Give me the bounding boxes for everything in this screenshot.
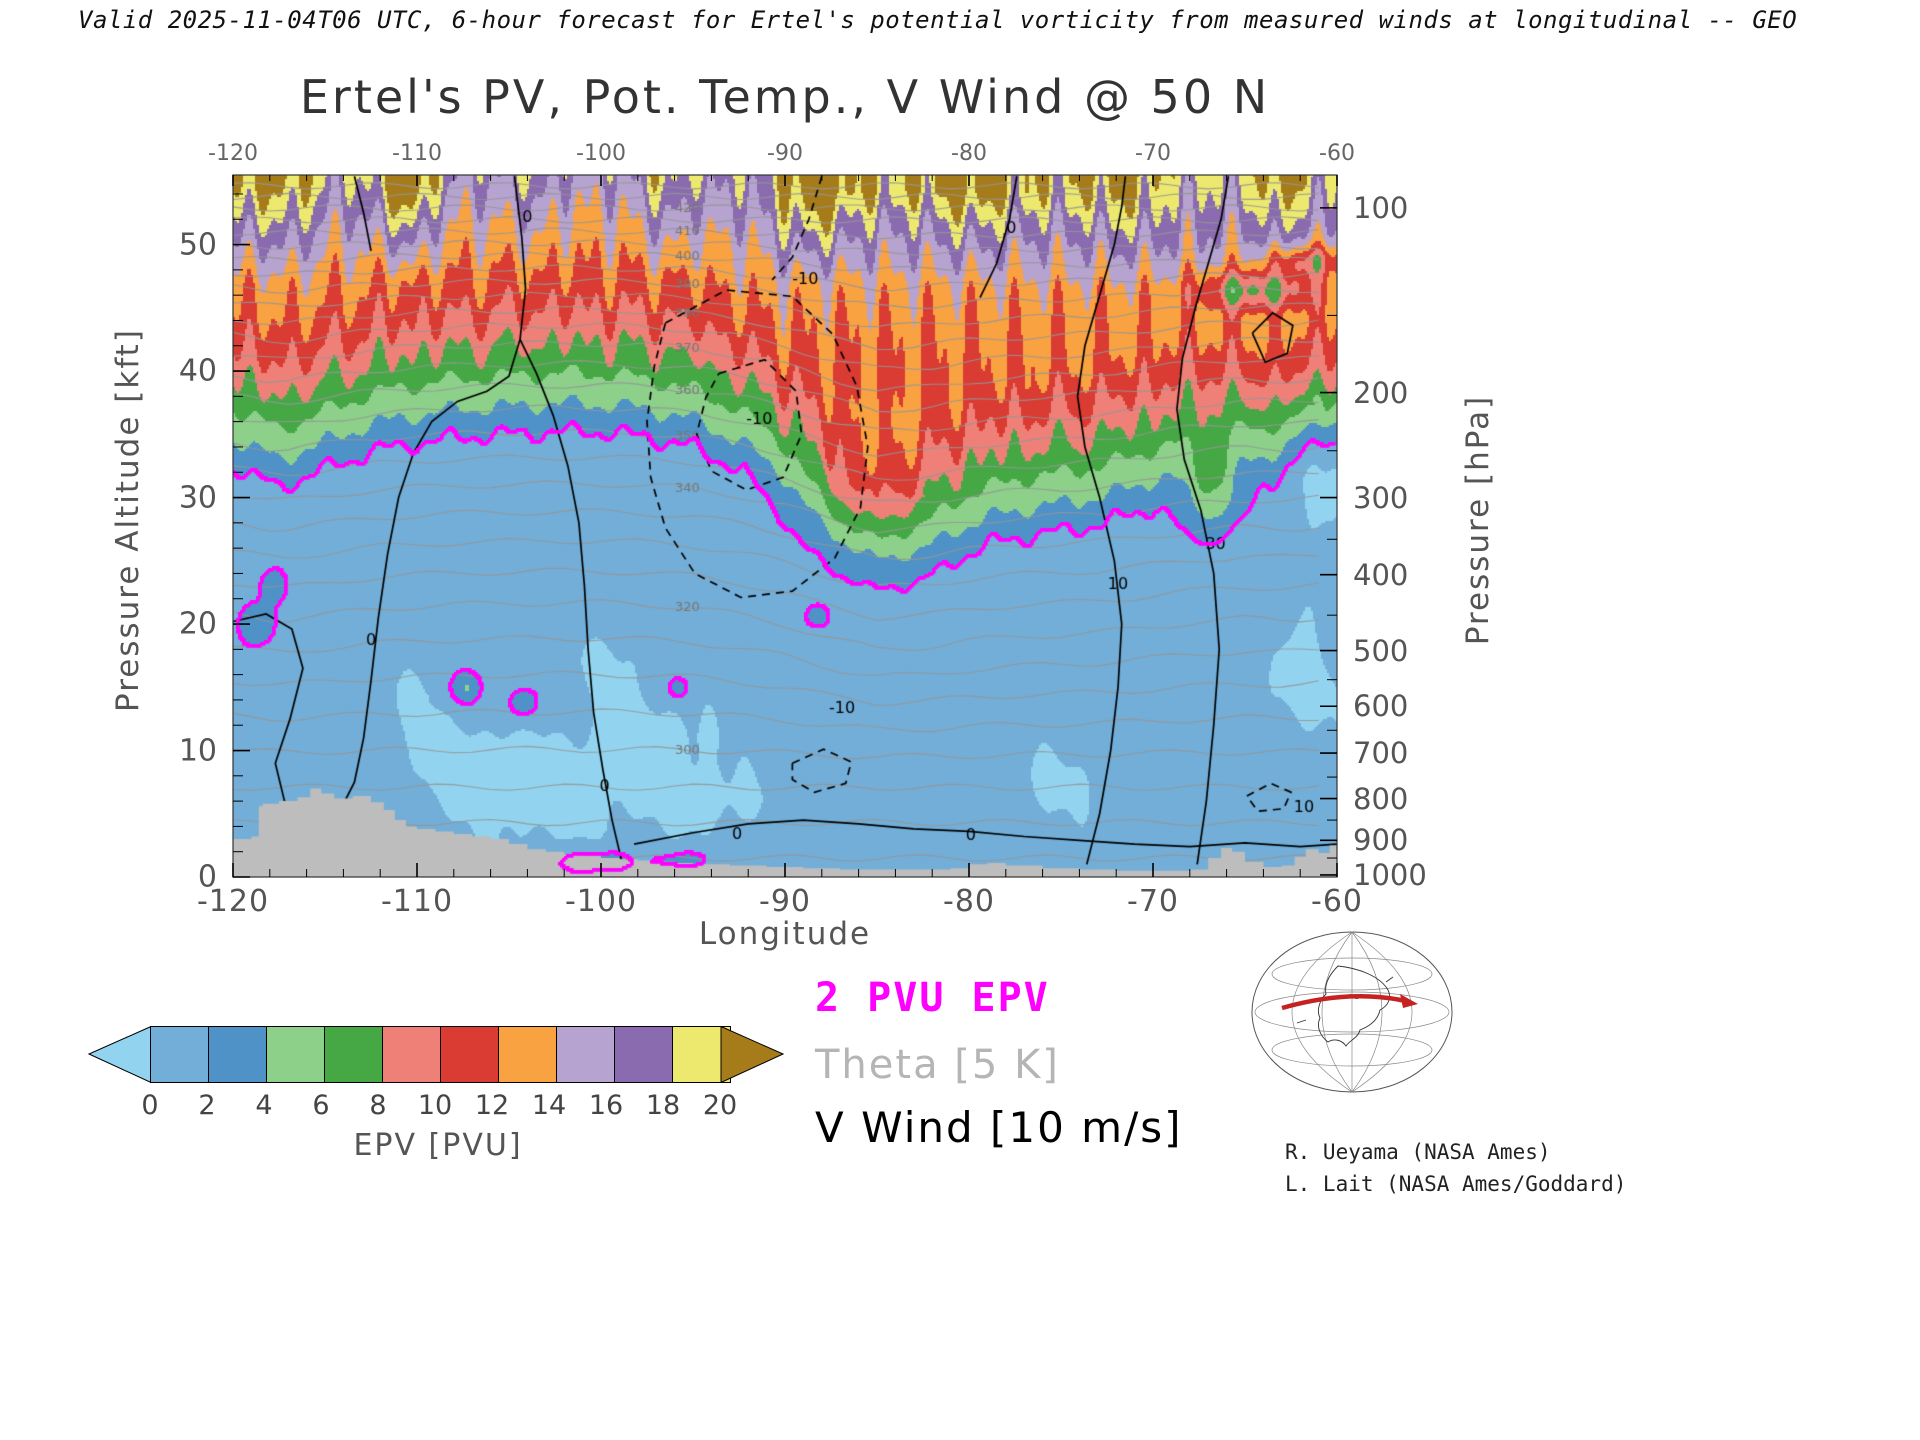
x-top-tick-label: -90 <box>767 141 803 166</box>
y-right-tick-label: 900 <box>1353 823 1409 858</box>
y-left-tick-label: 0 <box>197 859 217 895</box>
colorbar-tick-label: 14 <box>531 1090 567 1121</box>
x-top-tick-label: -110 <box>392 141 442 166</box>
y-axis-right-title: Pressure [hPa] <box>1460 394 1496 646</box>
y-right-tick-label: 200 <box>1353 375 1409 410</box>
colorbar-segment-8-10 <box>383 1026 441 1083</box>
x-top-tick-label: -120 <box>208 141 258 166</box>
x-tick-label: -100 <box>564 884 638 919</box>
y-left-tick-label: 30 <box>178 480 217 516</box>
x-top-tick-label: -70 <box>1135 141 1171 166</box>
x-top-tick-label: -100 <box>576 141 626 166</box>
colorbar-tick-label: 6 <box>312 1090 330 1121</box>
colorbar-segment-10-12 <box>441 1026 499 1083</box>
colorbar-tick-label: 16 <box>588 1090 624 1121</box>
x-tick-label: -70 <box>1127 884 1179 919</box>
colorbar-segment-12-14 <box>499 1026 557 1083</box>
page-title: Ertel's PV, Pot. Temp., V Wind @ 50 N <box>299 70 1271 124</box>
colorbar-tick-label: 10 <box>417 1090 453 1121</box>
legend-theta: Theta [5 K] <box>815 1042 1060 1088</box>
x-tick-label: -60 <box>1311 884 1363 919</box>
colorbar-tick-label: 8 <box>369 1090 387 1121</box>
y-right-tick-label: 700 <box>1353 736 1409 771</box>
colorbar-segments <box>150 1026 731 1083</box>
legend-vwind: V Wind [10 m/s] <box>815 1103 1183 1152</box>
x-tick-label: -90 <box>759 884 811 919</box>
colorbar-segment-6-8 <box>325 1026 383 1083</box>
x-top-tick-label: -60 <box>1319 141 1355 166</box>
colorbar-segment-0-2 <box>150 1026 209 1083</box>
y-right-tick-label: 800 <box>1353 781 1409 816</box>
x-tick-label: -120 <box>196 884 270 919</box>
y-right-tick-label: 300 <box>1353 480 1409 515</box>
credit-line-1: R. Ueyama (NASA Ames) <box>1285 1140 1551 1164</box>
inset-map <box>1251 931 1453 1093</box>
colorbar-segment-16-18 <box>615 1026 673 1083</box>
x-top-tick-label: -80 <box>951 141 987 166</box>
epv-colorbar: 0 2 4 6 8 10 12 14 16 18 20 EPV [PVU] <box>88 1026 788 1206</box>
colorbar-segment-2-4 <box>209 1026 267 1083</box>
colorbar-over-arrow <box>720 1026 784 1083</box>
colorbar-tick-label: 0 <box>141 1090 159 1121</box>
y-left-tick-label: 50 <box>178 227 217 263</box>
colorbar-under-arrow <box>88 1026 152 1083</box>
graticule <box>1254 931 1450 1093</box>
validity-header: Valid 2025-11-04T06 UTC, 6-hour forecast… <box>78 6 1798 34</box>
credit-line-2: L. Lait (NASA Ames/Goddard) <box>1285 1172 1627 1196</box>
x-tick-label: -80 <box>943 884 995 919</box>
epv-cross-section-canvas <box>233 175 1337 877</box>
y-axis-left-title: Pressure Altitude [kft] <box>110 328 146 712</box>
y-right-tick-label: 600 <box>1353 689 1409 724</box>
colorbar-tick-label: 2 <box>198 1090 216 1121</box>
y-left-tick-label: 20 <box>178 606 217 642</box>
y-left-tick-label: 40 <box>178 353 217 389</box>
y-right-tick-label: 100 <box>1353 190 1409 225</box>
colorbar-segment-14-16 <box>557 1026 615 1083</box>
y-left-tick-label: 10 <box>178 733 217 768</box>
x-axis-title: Longitude <box>698 916 872 952</box>
legend-2pvu: 2 PVU EPV <box>815 975 1050 1021</box>
y-right-tick-label: 1000 <box>1353 857 1427 892</box>
y-right-tick-label: 500 <box>1353 633 1409 668</box>
colorbar-tick-label: 12 <box>474 1090 510 1121</box>
x-tick-label: -110 <box>380 884 454 919</box>
colorbar-tick-label: 18 <box>645 1090 681 1121</box>
colorbar-segment-4-6 <box>267 1026 325 1083</box>
y-right-tick-label: 400 <box>1353 557 1409 592</box>
colorbar-title: EPV [PVU] <box>353 1128 523 1163</box>
colorbar-tick-label: 4 <box>255 1090 273 1121</box>
cross-section-arrow <box>1281 993 1418 1011</box>
colorbar-tick-label: 20 <box>702 1090 738 1121</box>
